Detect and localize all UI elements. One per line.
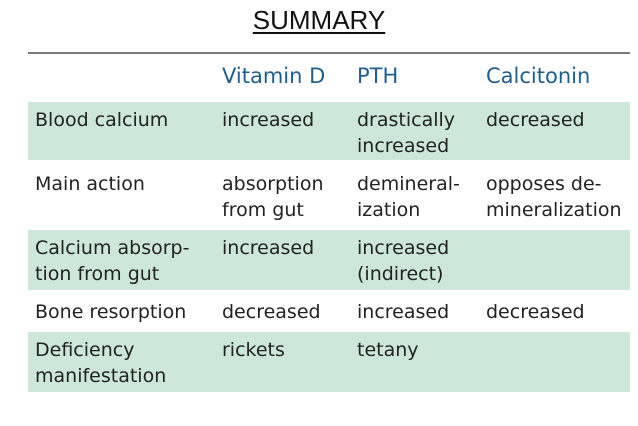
cell-vitamin-d: increased xyxy=(222,109,315,131)
cell-vitamin-d: rickets xyxy=(222,339,285,361)
page-title: SUMMARY xyxy=(0,5,638,36)
top-rule xyxy=(28,52,630,54)
row-label: Blood calcium xyxy=(35,109,169,131)
table-row: Main action absorption from gut deminera… xyxy=(28,166,630,226)
row-label: Main action xyxy=(35,173,145,195)
table-row: Bone resorption decreased increased decr… xyxy=(28,294,630,330)
cell-pth: demineral- ization xyxy=(357,173,460,221)
header-calcitonin: Calcitonin xyxy=(486,64,591,88)
cell-pth: increased (indirect) xyxy=(357,237,450,285)
table-row: Blood calcium increased drastically incr… xyxy=(28,102,630,160)
header-vitamin-d: Vitamin D xyxy=(222,64,326,88)
cell-calcitonin: decreased xyxy=(486,109,585,131)
row-label: Deficiency manifestation xyxy=(35,339,167,387)
cell-pth: drastically increased xyxy=(357,109,456,157)
cell-calcitonin: decreased xyxy=(486,301,585,323)
cell-pth: increased xyxy=(357,301,450,323)
row-label: Calcium absorp- tion from gut xyxy=(35,237,190,285)
title-text: SUMMARY xyxy=(252,5,386,35)
cell-vitamin-d: absorption from gut xyxy=(222,173,324,221)
cell-calcitonin: opposes de- mineralization xyxy=(486,173,622,221)
cell-pth: tetany xyxy=(357,339,419,361)
cell-vitamin-d: increased xyxy=(222,237,315,259)
row-label: Bone resorption xyxy=(35,301,187,323)
header-pth: PTH xyxy=(357,64,399,88)
cell-vitamin-d: decreased xyxy=(222,301,321,323)
table-row: Deficiency manifestation rickets tetany xyxy=(28,332,630,392)
table-row: Calcium absorp- tion from gut increased … xyxy=(28,230,630,290)
